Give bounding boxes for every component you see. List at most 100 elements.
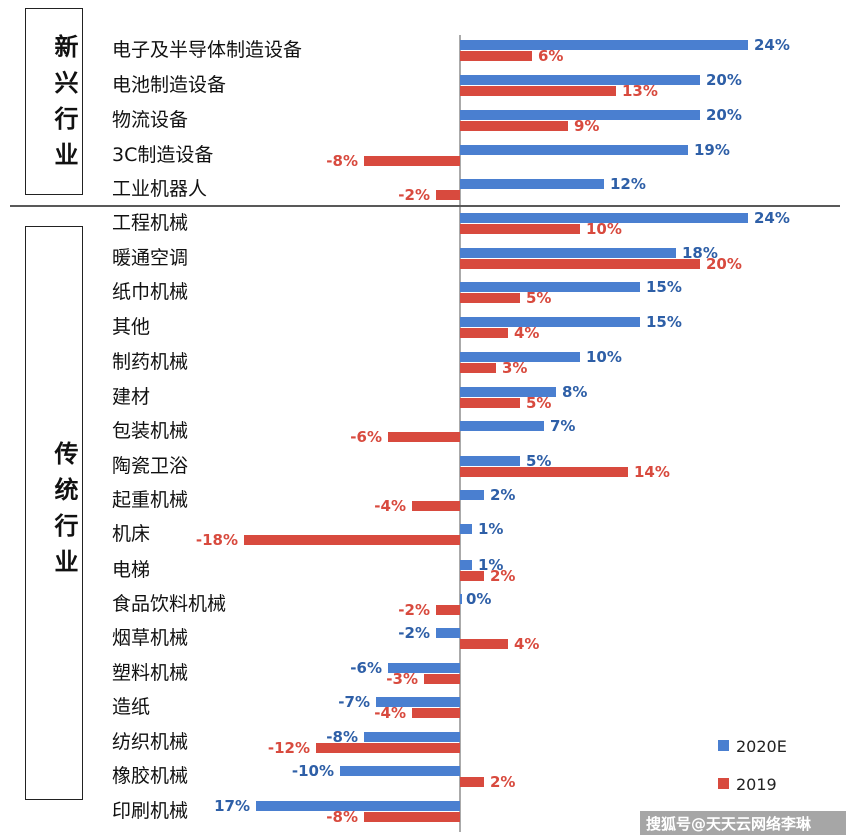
category-label: 工程机械 [112, 212, 188, 234]
value-label-2019: -8% [326, 152, 358, 170]
bar-2019 [460, 363, 496, 373]
category-label: 其他 [112, 316, 150, 338]
category-label: 制药机械 [112, 351, 188, 373]
value-label-2019: 14% [634, 463, 670, 481]
bar-2020e [256, 801, 460, 811]
bar-2019 [460, 293, 520, 303]
bar-2019 [460, 259, 700, 269]
bar-2019 [316, 743, 460, 753]
value-label-2019: 4% [514, 324, 539, 342]
bar-2019 [436, 605, 460, 615]
category-label: 电池制造设备 [112, 74, 226, 96]
category-label: 机床 [112, 523, 150, 545]
value-label-2020e: -8% [326, 728, 358, 746]
bar-2019 [436, 190, 460, 200]
value-label-2020e: 12% [610, 175, 646, 193]
bar-2020e [460, 75, 700, 85]
bar-2019 [412, 708, 460, 718]
bar-2020e [460, 594, 462, 604]
value-label-2019: 2% [490, 567, 515, 585]
bar-2019 [412, 501, 460, 511]
legend: 2020E 2019 [718, 737, 787, 794]
bar-2020e [460, 560, 472, 570]
category-label: 起重机械 [112, 489, 188, 511]
category-label: 造纸 [112, 696, 150, 718]
value-label-2019: -6% [350, 428, 382, 446]
value-label-2019: 9% [574, 117, 599, 135]
bar-2020e [460, 352, 580, 362]
group-label-traditional: 传统行业 [50, 441, 78, 585]
value-label-2020e: 24% [754, 36, 790, 54]
bar-2020e [364, 732, 460, 742]
value-label-2019: 3% [502, 359, 527, 377]
category-label: 建材 [112, 386, 150, 408]
bar-2019 [460, 639, 508, 649]
bar-2020e [460, 179, 604, 189]
legend-label-2019: 2019 [736, 775, 777, 794]
bars-layer [244, 40, 748, 822]
value-label-2020e: 18% [682, 244, 718, 262]
bar-2019 [460, 398, 520, 408]
category-label: 电子及半导体制造设备 [112, 39, 302, 61]
value-label-2020e: 1% [478, 520, 503, 538]
value-label-2020e: 15% [646, 313, 682, 331]
value-label-2020e: 15% [646, 278, 682, 296]
value-label-2019: 2% [490, 773, 515, 791]
value-label-2020e: -7% [338, 693, 370, 711]
watermark-text: 搜狐号@天天云网络李琳 [646, 815, 812, 833]
category-label: 暖通空调 [112, 247, 188, 269]
labels-layer: 电子及半导体制造设备 24% 6% 电池制造设备 20% 13% 物流设备 20% 9% 3C制造… [112, 36, 790, 826]
category-label: 纺织机械 [112, 731, 188, 753]
value-label-2020e: 17% [214, 797, 250, 815]
bar-2019 [388, 432, 460, 442]
value-label-2019: -2% [398, 186, 430, 204]
bar-2020e [460, 213, 748, 223]
bar-2019 [460, 224, 580, 234]
bar-2019 [244, 535, 460, 545]
watermark-bg [640, 811, 846, 835]
bar-2020e [460, 524, 472, 534]
bar-2019 [460, 86, 616, 96]
bar-2020e [460, 421, 544, 431]
bar-2020e [460, 456, 520, 466]
category-label: 印刷机械 [112, 800, 188, 822]
value-label-2019: -18% [196, 531, 238, 549]
value-label-2019: 10% [586, 220, 622, 238]
value-label-2020e: 2% [490, 486, 515, 504]
bar-2020e [460, 387, 556, 397]
group-label-emerging: 新兴行业 [50, 34, 78, 178]
value-label-2019: -3% [386, 670, 418, 688]
category-label: 物流设备 [112, 109, 188, 131]
value-label-2019: -4% [374, 497, 406, 515]
category-label: 食品饮料机械 [112, 593, 226, 615]
bar-2019 [460, 51, 532, 61]
bar-2020e [388, 663, 460, 673]
value-label-2019: 6% [538, 47, 563, 65]
category-label: 纸巾机械 [112, 281, 188, 303]
value-label-2019: 20% [706, 255, 742, 273]
bar-2020e [376, 697, 460, 707]
category-label: 橡胶机械 [112, 765, 188, 787]
bar-2019 [364, 156, 460, 166]
value-label-2020e: 0% [466, 590, 491, 608]
value-label-2020e: -2% [398, 624, 430, 642]
value-label-2020e: 1% [478, 556, 503, 574]
value-label-2020e: 20% [706, 71, 742, 89]
category-label: 包装机械 [112, 420, 188, 442]
value-label-2020e: 19% [694, 141, 730, 159]
bar-2020e [460, 317, 640, 327]
legend-swatch-2020e [718, 740, 729, 751]
category-label: 烟草机械 [112, 627, 188, 649]
value-label-2020e: 8% [562, 383, 587, 401]
bar-2020e [340, 766, 460, 776]
bar-2020e [460, 40, 748, 50]
bar-2020e [460, 145, 688, 155]
value-label-2019: -2% [398, 601, 430, 619]
category-label: 陶瓷卫浴 [112, 455, 188, 477]
value-label-2020e: 24% [754, 209, 790, 227]
bar-2019 [424, 674, 460, 684]
value-label-2020e: -10% [292, 762, 334, 780]
bar-2019 [364, 812, 460, 822]
group-box-emerging: 新兴行业 [25, 8, 83, 195]
